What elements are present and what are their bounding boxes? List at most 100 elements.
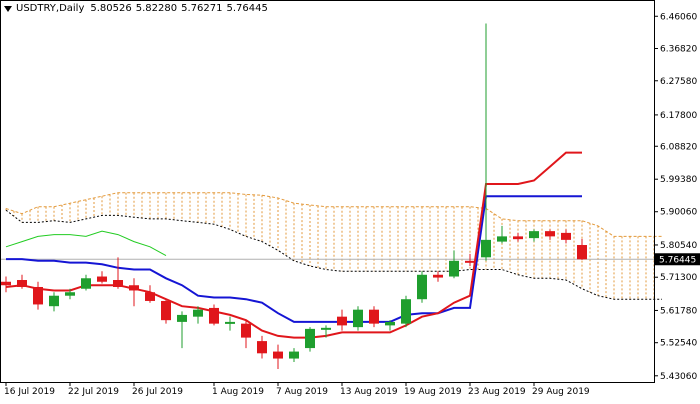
candle-body-bear — [561, 232, 571, 240]
chikou-span-line — [5, 230, 167, 257]
candle-body-bull — [417, 274, 427, 300]
candle-body-bear — [161, 300, 171, 321]
candle-body-bear — [513, 236, 523, 240]
candle-body-bear — [129, 285, 139, 291]
candle — [1, 276, 11, 293]
y-tick-label: 6.36820 — [660, 45, 697, 55]
senkou-span-a-line — [5, 192, 662, 237]
candle — [561, 229, 571, 244]
low-price: 5.76271 — [181, 3, 223, 14]
candle — [65, 288, 75, 300]
candle-body-bear — [145, 292, 155, 301]
candle-body-bear — [273, 351, 283, 359]
symbol-timeframe: USDTRY,Daily — [16, 3, 85, 14]
candle — [273, 344, 283, 370]
candle — [241, 320, 251, 349]
candle — [49, 292, 59, 312]
y-tick-label: 5.71300 — [660, 273, 697, 283]
candle — [129, 278, 139, 307]
last-price-label: 5.76445 — [659, 255, 696, 265]
plot-frame — [0, 0, 655, 383]
candle-body-bull — [385, 321, 395, 326]
candle — [401, 295, 411, 328]
time-axis: 16 Jul 2019 22 Jul 2019 26 Jul 2019 1 Aug 2… — [4, 382, 590, 397]
candle — [225, 316, 235, 331]
candle-body-bull — [289, 351, 299, 359]
candle-body-bull — [225, 321, 235, 324]
last-price-badge — [655, 253, 700, 266]
y-tick-label: 5.80540 — [660, 241, 697, 251]
triangle-down-icon — [4, 5, 12, 12]
candle — [161, 299, 171, 324]
candle — [353, 306, 363, 331]
candle — [289, 348, 299, 363]
y-tick-label: 5.61780 — [660, 306, 697, 316]
candle — [209, 304, 219, 326]
ichimoku-cloud — [5, 192, 662, 300]
candle-body-bear — [465, 260, 475, 263]
candle-body-bear — [1, 281, 11, 286]
y-tick-label: 5.52540 — [660, 339, 697, 349]
candle-body-bear — [241, 323, 251, 338]
candle — [545, 229, 555, 240]
candle — [81, 274, 91, 291]
close-price: 5.76445 — [226, 3, 268, 14]
x-tick-label: 26 Jul 2019 — [132, 387, 183, 397]
candle-body-bear — [577, 245, 587, 260]
candle-body-bull — [449, 260, 459, 277]
y-tick-label: 5.99380 — [660, 175, 697, 185]
candle — [417, 271, 427, 303]
x-tick-label: 1 Aug 2019 — [212, 387, 264, 397]
high-price: 5.82280 — [135, 3, 178, 14]
candle — [337, 309, 347, 331]
candle — [385, 320, 395, 331]
candle-body-bear — [113, 280, 123, 287]
y-tick-label: 6.17800 — [660, 111, 697, 121]
x-tick-label: 19 Aug 2019 — [404, 387, 462, 397]
candle — [497, 225, 507, 244]
candle-body-bull — [177, 314, 187, 322]
y-tick-label: 6.27580 — [660, 77, 697, 87]
candle-body-bull — [497, 236, 507, 242]
x-tick-label: 22 Jul 2019 — [68, 387, 119, 397]
candle-body-bull — [65, 292, 75, 296]
candle-body-bull — [305, 328, 315, 349]
candle-body-bull — [481, 239, 491, 258]
candle-body-bear — [545, 231, 555, 237]
candle — [145, 285, 155, 303]
candle-body-bull — [49, 295, 59, 307]
candle-body-bear — [369, 309, 379, 324]
candle — [33, 281, 43, 310]
price-axis: 6.46060 6.36820 6.27580 6.17800 6.08820 5.993… — [654, 12, 700, 382]
x-tick-label: 23 Aug 2019 — [468, 387, 526, 397]
x-tick-label: 7 Aug 2019 — [276, 387, 328, 397]
candle — [369, 306, 379, 328]
candle — [257, 335, 267, 359]
candle — [17, 274, 27, 289]
candle-body-bull — [193, 309, 203, 317]
candle — [449, 250, 459, 279]
candle-body-bull — [529, 231, 539, 239]
candle — [177, 311, 187, 349]
candle — [113, 257, 123, 289]
candle-body-bull — [353, 309, 363, 328]
candle — [577, 238, 587, 260]
open-price: 5.80526 — [90, 3, 132, 14]
candle-body-bear — [17, 280, 27, 287]
x-tick-label: 13 Aug 2019 — [340, 387, 398, 397]
candle-body-bull — [401, 299, 411, 324]
candle — [321, 325, 331, 338]
x-tick-label: 29 Aug 2019 — [532, 387, 590, 397]
candle — [97, 271, 107, 284]
y-tick-label: 6.46060 — [660, 12, 697, 22]
y-tick-label: 5.43060 — [660, 372, 697, 382]
candle — [305, 327, 315, 352]
candle-body-bear — [97, 276, 107, 282]
chart-title: USDTRY,Daily 5.80526 5.82280 5.76271 5.7… — [4, 3, 272, 14]
candle — [481, 23, 491, 261]
candlesticks — [1, 23, 587, 370]
y-tick-label: 5.90060 — [660, 208, 697, 218]
candle — [529, 229, 539, 242]
